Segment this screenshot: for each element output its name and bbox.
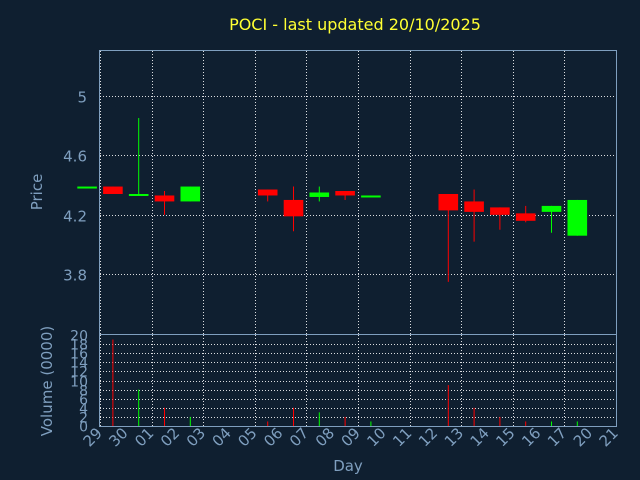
x-tick-label: 03 (183, 424, 209, 450)
x-tick-label: 30 (105, 424, 131, 450)
x-axis-label: Day (333, 457, 363, 475)
volume-y-tick-label: 8 (79, 384, 88, 400)
price-y-tick-label: 4.2 (63, 208, 87, 226)
price-y-tick-labels: 5 4.6 4.2 3.8 (63, 89, 87, 285)
volume-y-tick-label: 20 (70, 329, 88, 345)
x-tick-label: 11 (389, 424, 415, 450)
candle-body (257, 189, 278, 196)
candle-body (438, 193, 459, 211)
candlesticks (77, 118, 588, 282)
x-tick-label: 10 (363, 424, 389, 450)
volume-bars (112, 339, 578, 426)
volume-y-tick-label: 16 (70, 347, 88, 363)
x-tick-label: 13 (441, 424, 467, 450)
volume-axis-label: Volume (0000) (38, 326, 56, 436)
volume-y-tick-label: 14 (70, 356, 88, 372)
candle-body (515, 213, 536, 221)
candle-body (541, 205, 562, 212)
x-tick-label: 04 (209, 424, 235, 450)
x-tick-label: 07 (286, 424, 312, 450)
volume-y-tick-label: 12 (70, 365, 88, 381)
volume-gridlines (100, 335, 617, 426)
price-y-tick-label: 5 (77, 89, 87, 107)
volume-y-tick-label: 18 (70, 338, 88, 354)
x-tick-label: 20 (570, 424, 596, 450)
x-tick-label: 15 (492, 424, 518, 450)
x-tick-label: 21 (596, 424, 622, 450)
price-y-tick-label: 4.6 (63, 148, 87, 166)
volume-y-tick-label: 4 (79, 402, 88, 418)
price-y-tick-label: 3.8 (63, 267, 87, 285)
x-tick-label: 16 (518, 424, 544, 450)
volume-y-tick-label: 10 (70, 375, 88, 391)
candle-body (128, 193, 149, 196)
candle-body (283, 199, 304, 217)
x-tick-label: 02 (157, 424, 183, 450)
price-panel: 5 4.6 4.2 3.8 Price (28, 50, 617, 335)
x-tick-labels: 29 30 01 02 03 04 05 06 07 08 09 10 11 12 13 14 15 16 17 20… (80, 424, 622, 450)
x-tick-label: 05 (234, 424, 260, 450)
candle-body (490, 207, 510, 215)
candle-body (567, 199, 588, 236)
volume-y-tick-label: 0 (79, 420, 88, 436)
x-tick-label: 09 (338, 424, 364, 450)
chart-title: POCI - last updated 20/10/2025 (229, 15, 481, 34)
volume-y-tick-label: 2 (79, 411, 88, 427)
x-tick-label: 17 (544, 424, 570, 450)
candle-body (361, 195, 381, 198)
x-tick-label: 14 (467, 424, 493, 450)
candle-body (309, 192, 330, 197)
volume-plot-frame (99, 334, 617, 427)
candle-body (180, 186, 201, 202)
candle-body (154, 195, 175, 202)
volume-y-tick-label: 6 (79, 393, 88, 409)
candle-body (103, 186, 123, 194)
price-axis-label: Price (28, 174, 46, 211)
price-gridlines (100, 51, 617, 334)
candle-body (335, 191, 355, 196)
x-tick-label: 12 (415, 424, 441, 450)
x-tick-label: 01 (131, 424, 157, 450)
x-tick-label: 06 (260, 424, 286, 450)
candle-body (464, 201, 484, 212)
candle-body (77, 186, 97, 189)
x-tick-label: 08 (312, 424, 338, 450)
